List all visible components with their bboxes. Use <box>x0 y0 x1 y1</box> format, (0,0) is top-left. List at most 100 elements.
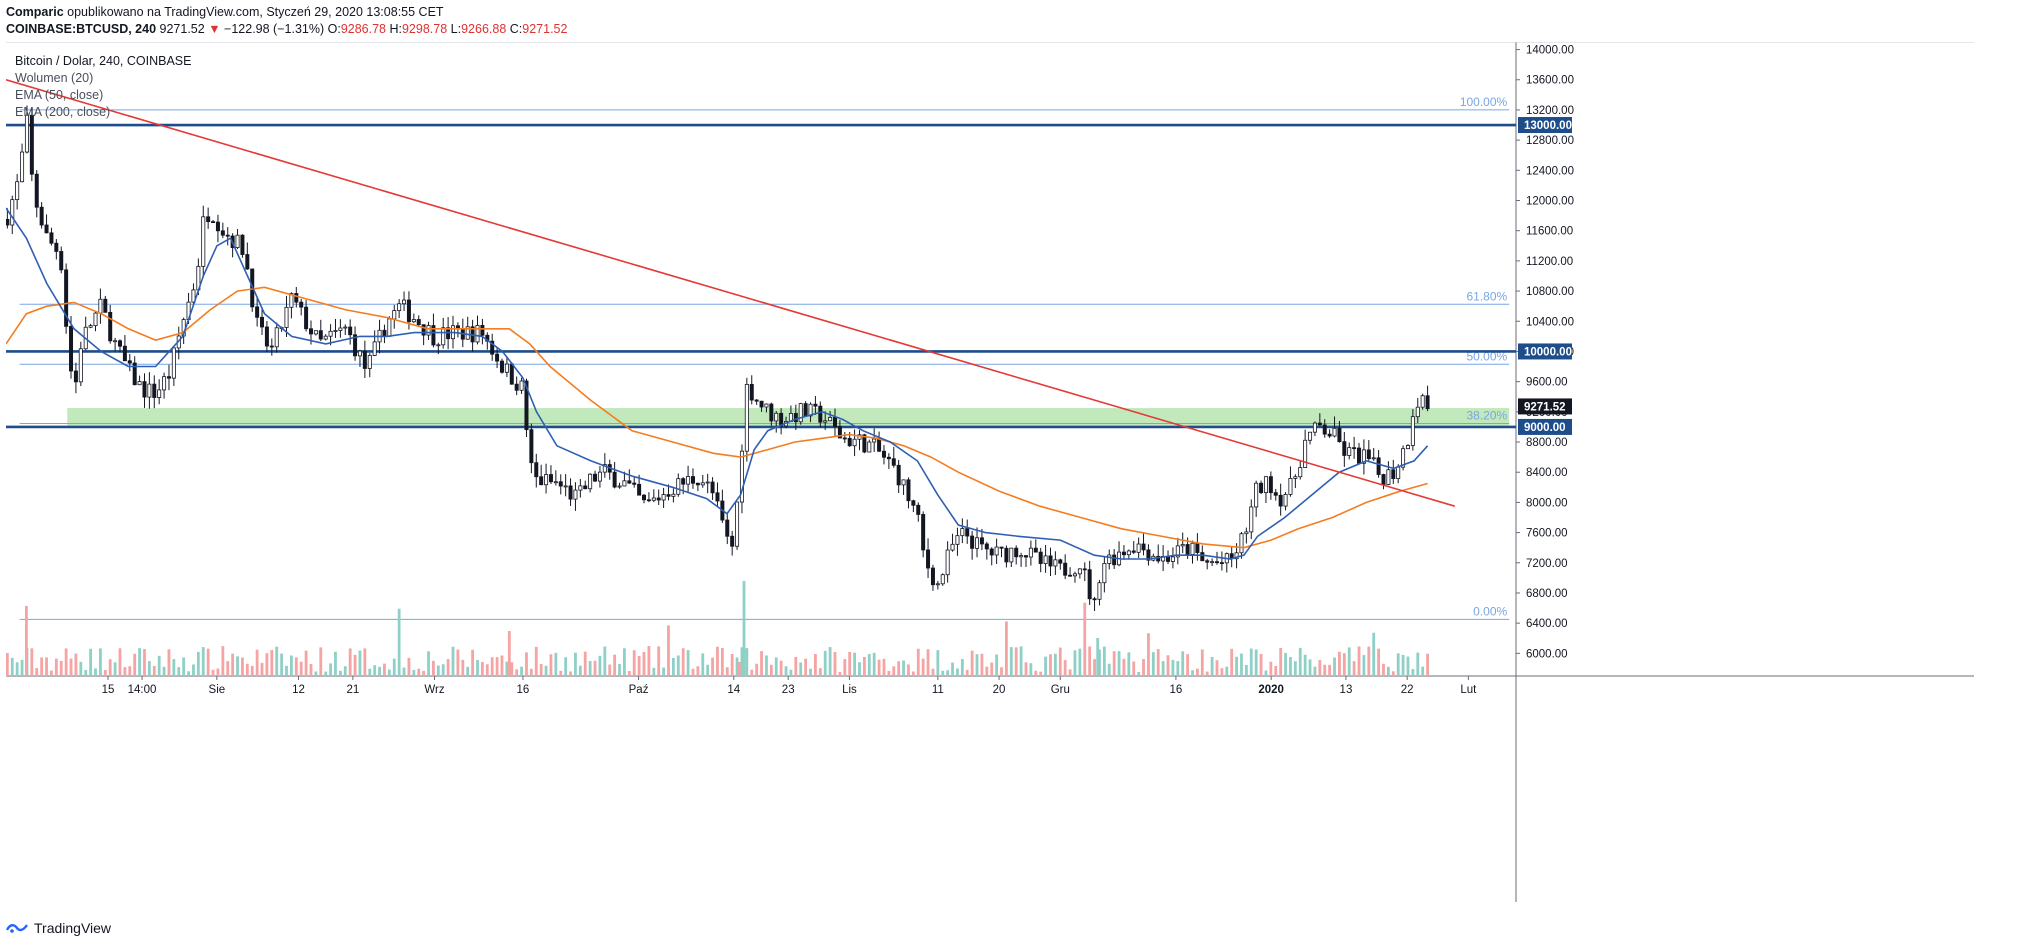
candle-body <box>343 326 348 329</box>
volume-bar <box>15 662 19 676</box>
volume-bar <box>774 657 778 676</box>
low-value: 9266.88 <box>461 22 507 36</box>
candle-body <box>833 417 838 427</box>
volume-bar <box>872 652 876 676</box>
volume-bar <box>1225 666 1229 676</box>
candle-body <box>1391 469 1396 479</box>
volume-bar <box>1083 602 1087 676</box>
price-chart[interactable]: 100.00% 61.80% 50.00% 38.20% 0.00% 6000.00 64… <box>5 41 1974 902</box>
volume-bar <box>1137 671 1141 676</box>
volume-bar <box>407 657 411 676</box>
candle-body <box>1190 542 1195 555</box>
volume-bar <box>691 668 695 676</box>
chart-legend: Bitcoin / Dolar, 240, COINBASE Wolumen (… <box>15 53 191 121</box>
candle-body <box>235 234 240 249</box>
candle-body <box>382 329 387 337</box>
y-tick-label: 6400.00 <box>1526 618 1568 630</box>
volume-bar <box>358 650 362 676</box>
chart-background <box>6 42 1974 902</box>
time-axis[interactable]: 15 14:00 Sie 12 21 Wrz 16 Paź 14 23 Lis 11 20 Gru 16 20… <box>102 676 1478 696</box>
candle-body <box>240 234 245 255</box>
volume-bar <box>187 671 190 676</box>
candle-body <box>113 340 118 343</box>
candle-body <box>475 325 480 343</box>
volume-bar <box>1416 652 1420 676</box>
volume-bar <box>613 654 617 676</box>
candle-body <box>426 325 431 336</box>
candle-body <box>1278 494 1283 507</box>
candle-body <box>44 224 49 234</box>
close-value: 9271.52 <box>522 22 568 36</box>
candle-body <box>24 114 29 153</box>
volume-bar <box>833 652 837 676</box>
candle-body <box>597 471 602 482</box>
candle-body <box>137 381 142 386</box>
x-tick-label: Gru <box>1051 684 1070 696</box>
fib-label: 61.80% <box>1466 289 1507 303</box>
volume-bar <box>1147 633 1150 676</box>
candle-body <box>1121 551 1126 556</box>
x-tick-label: 23 <box>782 684 795 696</box>
volume-bar <box>809 668 812 676</box>
candle-body <box>1249 506 1254 533</box>
volume-bar <box>544 665 548 676</box>
volume-bar <box>1191 670 1194 676</box>
x-tick-label: 2020 <box>1258 684 1284 696</box>
candle-body <box>548 474 553 483</box>
candle-body <box>421 324 426 336</box>
price-axis[interactable]: 6000.00 6400.00 6800.00 7200.00 7600.00 8000.… <box>1516 45 1574 661</box>
volume-bar <box>647 646 651 676</box>
volume-bar <box>206 648 210 676</box>
volume-bar <box>1289 657 1292 676</box>
volume-bar <box>299 661 303 676</box>
candle-body <box>357 350 362 357</box>
candle-body <box>5 218 10 226</box>
volume-bar <box>951 662 954 676</box>
legend-ema200: EMA (200, close) <box>15 105 111 119</box>
candle-body <box>637 483 642 496</box>
candle-body <box>705 481 710 484</box>
volume-bar <box>1210 656 1214 676</box>
candle-body <box>1019 555 1024 558</box>
volume-bar <box>627 670 631 676</box>
candle-body <box>1092 598 1097 601</box>
x-tick-label: Wrz <box>424 684 444 696</box>
candle-body <box>999 546 1004 549</box>
volume-bar <box>784 666 788 676</box>
volume-bar <box>1093 659 1096 676</box>
candle-body <box>739 450 744 503</box>
candle-body <box>872 438 877 443</box>
volume-bar <box>1205 671 1209 676</box>
candle-body <box>823 420 828 423</box>
volume-bar <box>858 662 861 676</box>
volume-bar <box>422 670 426 676</box>
candle-body <box>15 181 20 201</box>
volume-bar <box>1279 647 1283 676</box>
volume-bar <box>387 669 391 676</box>
volume-bar <box>35 668 39 676</box>
volume-bar <box>838 671 842 676</box>
last-price: 9271.52 <box>159 22 205 36</box>
candle-body <box>64 269 69 327</box>
volume-bar <box>750 669 754 676</box>
y-tick-label: 12800.00 <box>1526 135 1574 147</box>
volume-bar <box>515 669 519 676</box>
volume-bar <box>1313 666 1317 676</box>
y-tick-label: 7600.00 <box>1526 528 1568 540</box>
volume-bar <box>290 655 293 676</box>
candle-body <box>803 403 808 417</box>
volume-bar <box>735 657 739 676</box>
chart-area[interactable]: 100.00% 61.80% 50.00% 38.20% 0.00% 6000.00 64… <box>5 41 1974 902</box>
volume-bar <box>1215 660 1219 676</box>
volume-bar <box>1117 651 1121 676</box>
candle-body <box>397 303 402 311</box>
volume-spike <box>737 662 741 676</box>
volume-bar <box>20 659 24 676</box>
volume-bar <box>725 667 729 676</box>
candle-body <box>1361 449 1366 464</box>
candle-body <box>406 299 411 323</box>
volume-bar <box>1259 653 1263 676</box>
candle-body <box>837 426 842 439</box>
volume-bar <box>1024 662 1028 676</box>
volume-bar <box>255 649 259 676</box>
